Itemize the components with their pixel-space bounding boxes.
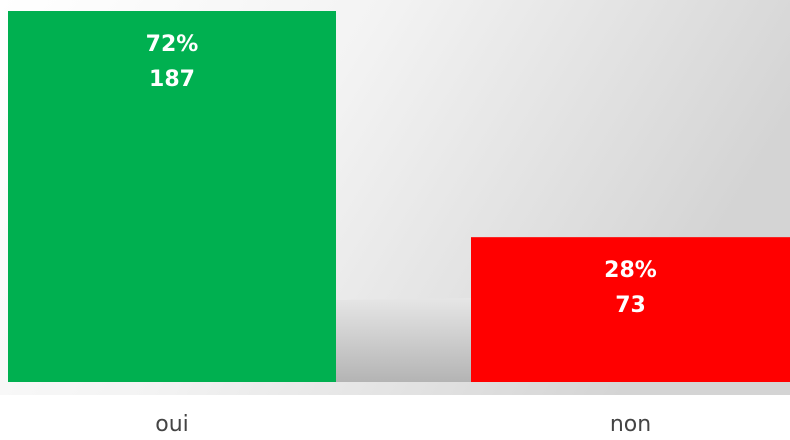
x-tick-label: non xyxy=(610,412,651,437)
value-label: 187 xyxy=(149,67,195,92)
percent-label: 28% xyxy=(604,258,657,283)
value-label: 73 xyxy=(615,293,646,318)
footer-background xyxy=(0,395,790,440)
bar xyxy=(8,11,336,382)
floor-shadow xyxy=(336,298,471,382)
x-tick-label: oui xyxy=(155,412,189,437)
bar xyxy=(471,237,790,382)
percent-label: 72% xyxy=(146,32,199,57)
